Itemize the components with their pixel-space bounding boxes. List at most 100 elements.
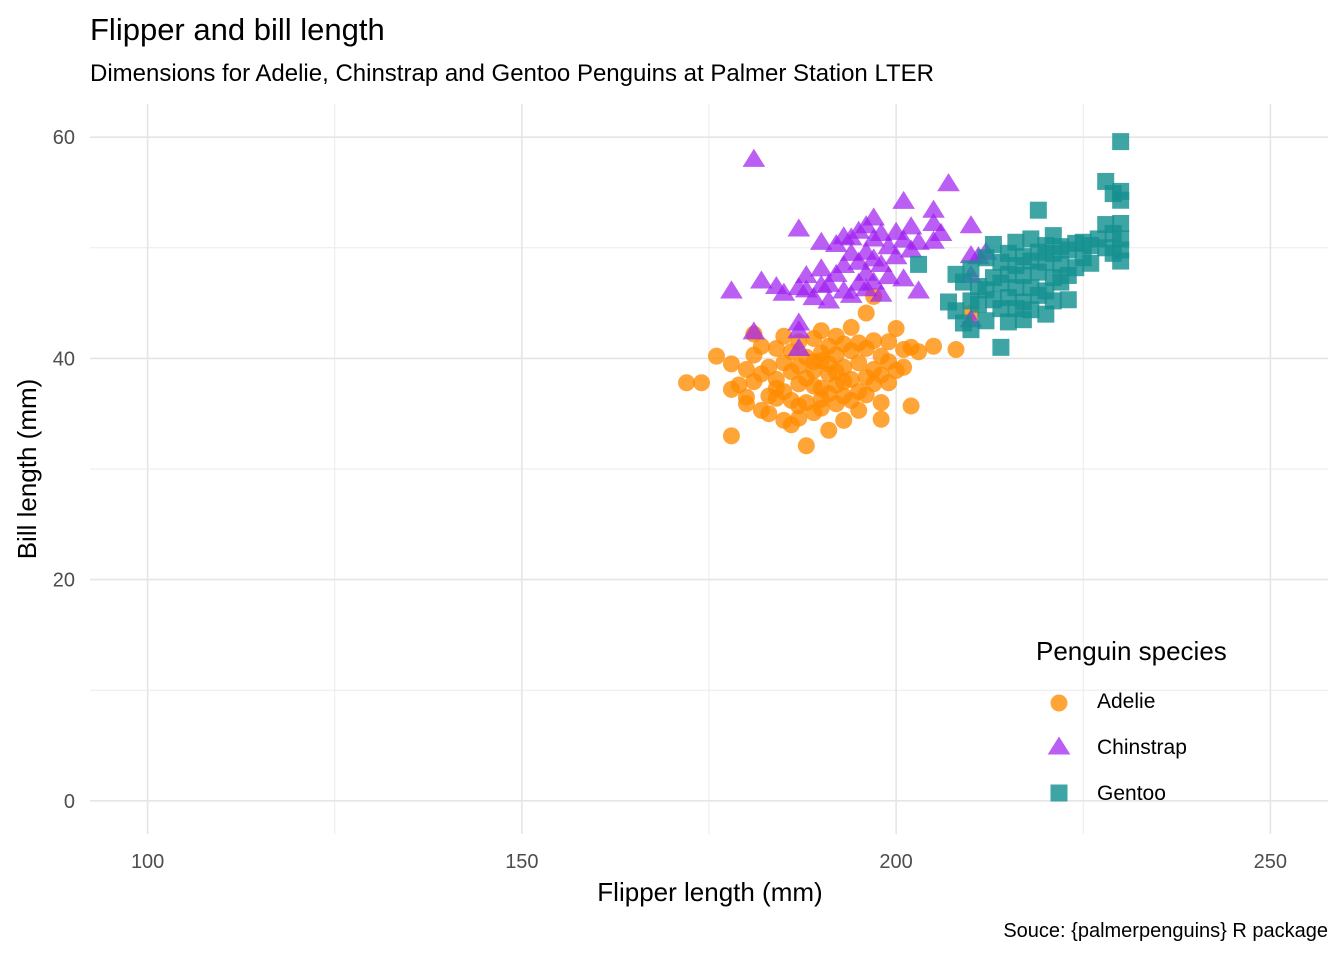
legend-label-chinstrap: Chinstrap xyxy=(1097,736,1187,759)
point-gentoo xyxy=(977,312,995,330)
point-adelie xyxy=(947,341,965,359)
point-chinstrap xyxy=(922,199,945,218)
point-adelie xyxy=(678,374,696,392)
point-gentoo xyxy=(1029,201,1047,219)
point-adelie xyxy=(842,370,860,388)
x-axis-label: Flipper length (mm) xyxy=(597,877,822,907)
point-gentoo xyxy=(1112,214,1130,232)
x-tick-label: 100 xyxy=(131,851,164,873)
legend-key-gentoo xyxy=(1050,784,1068,802)
point-adelie xyxy=(887,320,905,338)
point-adelie xyxy=(737,360,755,378)
point-chinstrap xyxy=(892,190,915,209)
point-chinstrap xyxy=(772,282,796,301)
point-gentoo xyxy=(962,260,980,278)
point-gentoo xyxy=(1007,233,1025,251)
point-adelie xyxy=(767,339,785,357)
point-adelie xyxy=(880,333,898,351)
point-adelie xyxy=(760,405,778,423)
point-adelie xyxy=(812,322,830,340)
point-gentoo xyxy=(1059,291,1077,309)
legend-keys xyxy=(1047,694,1071,802)
point-chinstrap xyxy=(959,215,983,234)
point-chinstrap xyxy=(929,222,953,241)
y-tick-label: 0 xyxy=(64,791,75,813)
y-tick-label: 60 xyxy=(53,127,75,149)
point-chinstrap xyxy=(839,284,863,303)
point-gentoo xyxy=(1022,301,1040,319)
point-adelie xyxy=(835,358,853,376)
point-adelie xyxy=(902,397,920,415)
point-gentoo xyxy=(962,321,980,339)
point-chinstrap xyxy=(742,321,766,340)
point-adelie xyxy=(850,401,868,419)
point-adelie xyxy=(857,304,875,322)
point-adelie xyxy=(760,358,778,376)
point-chinstrap xyxy=(750,270,773,289)
point-chinstrap xyxy=(787,218,811,237)
point-gentoo xyxy=(1044,292,1062,310)
point-adelie xyxy=(835,411,853,429)
legend-label-adelie: Adelie xyxy=(1097,690,1156,713)
point-adelie xyxy=(820,421,838,439)
point-adelie xyxy=(775,327,793,345)
point-adelie xyxy=(842,318,860,336)
point-chinstrap xyxy=(809,231,833,250)
point-chinstrap xyxy=(809,258,833,277)
point-gentoo xyxy=(1112,241,1130,259)
point-gentoo xyxy=(999,313,1017,331)
x-tick-label: 150 xyxy=(505,851,538,873)
point-gentoo xyxy=(984,235,1002,253)
point-chinstrap xyxy=(802,287,826,306)
point-chinstrap xyxy=(892,268,915,287)
point-gentoo xyxy=(954,273,972,291)
point-adelie xyxy=(767,370,785,388)
point-chinstrap xyxy=(862,271,886,290)
point-adelie xyxy=(910,343,928,361)
point-chinstrap xyxy=(869,253,893,272)
point-adelie xyxy=(730,376,748,394)
point-chinstrap xyxy=(907,280,930,299)
point-adelie xyxy=(752,337,770,355)
chart-subtitle: Dimensions for Adelie, Chinstrap and Gen… xyxy=(90,60,935,87)
point-chinstrap xyxy=(907,231,930,250)
point-chinstrap xyxy=(877,266,900,285)
point-adelie xyxy=(872,410,890,428)
data-points xyxy=(678,133,1130,455)
point-chinstrap xyxy=(899,216,923,235)
axis-ticks: 100 150 200 250 0 20 40 60 xyxy=(53,127,1287,873)
point-gentoo xyxy=(1112,133,1130,151)
point-chinstrap xyxy=(817,290,841,309)
point-chinstrap xyxy=(817,273,841,292)
y-tick-label: 20 xyxy=(53,570,75,592)
point-adelie xyxy=(722,355,740,373)
point-adelie xyxy=(872,394,890,412)
point-chinstrap xyxy=(742,148,766,167)
legend-label-gentoo: Gentoo xyxy=(1097,782,1166,805)
y-tick-label: 40 xyxy=(53,348,75,370)
point-gentoo xyxy=(1112,191,1130,209)
point-adelie xyxy=(693,374,711,392)
point-adelie xyxy=(790,409,808,427)
grid-lines xyxy=(90,104,1328,834)
point-chinstrap xyxy=(937,173,960,192)
legend-title: Penguin species xyxy=(1036,636,1227,666)
point-adelie xyxy=(722,427,740,445)
x-tick-label: 250 xyxy=(1254,851,1287,873)
point-chinstrap xyxy=(869,283,893,302)
point-gentoo xyxy=(977,249,995,267)
point-chinstrap xyxy=(794,264,818,283)
legend-key-adelie xyxy=(1050,694,1068,712)
point-adelie xyxy=(895,358,913,376)
point-chinstrap xyxy=(720,280,743,299)
chart-caption: Souce: {palmerpenguins} R package xyxy=(1003,920,1328,942)
point-gentoo xyxy=(1082,254,1100,272)
y-axis-label: Bill length (mm) xyxy=(12,379,42,560)
point-gentoo xyxy=(910,255,928,273)
point-gentoo xyxy=(1037,305,1055,323)
point-adelie xyxy=(737,395,755,413)
point-adelie xyxy=(812,399,830,417)
point-chinstrap xyxy=(787,337,811,356)
point-chinstrap xyxy=(869,222,893,241)
